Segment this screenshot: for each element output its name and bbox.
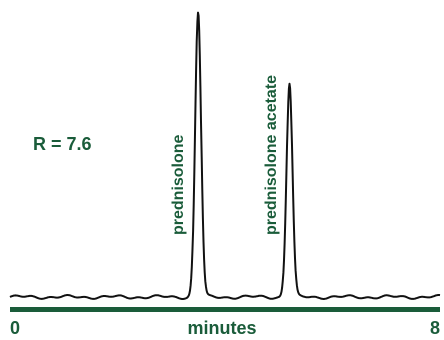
resolution-annotation: R = 7.6 <box>33 134 92 154</box>
x-axis-bar <box>10 307 440 312</box>
x-tick-label-8: 8 <box>430 318 440 338</box>
chromatogram-trace <box>9 11 441 300</box>
x-axis-label: minutes <box>187 318 256 338</box>
peak-label-prednisolone: prednisolone <box>170 134 187 235</box>
x-tick-label-0: 0 <box>10 318 20 338</box>
peak-label-prednisolone-acetate: prednisolone acetate <box>263 75 280 235</box>
